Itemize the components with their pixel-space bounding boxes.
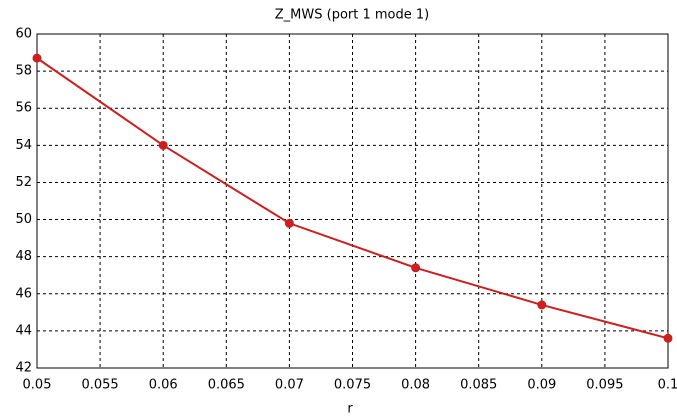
data-point [663,333,673,343]
y-tick-label: 60 [15,27,32,42]
x-tick-label: 0.055 [81,378,118,393]
x-tick-label: 0.07 [275,378,304,393]
x-axis-label: r [347,402,353,417]
x-tick-label: 0.05 [23,378,52,393]
data-point [411,263,421,273]
y-tick-label: 46 [15,286,32,301]
y-tick-label: 44 [15,323,32,338]
series-line [36,57,669,340]
x-tick-label: 0.095 [586,378,623,393]
y-tick-label: 42 [15,361,32,376]
chart-title: Z_MWS (port 1 mode 1) [275,8,429,23]
x-tick-label: 0.08 [401,378,430,393]
x-tick-label: 0.06 [149,378,178,393]
x-tick-label: 0.075 [334,378,371,393]
x-tick-label: 0.065 [208,378,245,393]
y-tick-label: 56 [15,101,32,116]
y-tick-label: 48 [15,249,32,264]
data-point [284,218,294,228]
y-tick-label: 54 [15,138,32,153]
x-tick-label: 0.085 [460,378,497,393]
y-tick-label: 58 [15,64,32,79]
data-point [158,140,168,150]
x-tick-label: 0.09 [527,378,556,393]
data-point [32,53,42,63]
y-tick-label: 52 [15,175,32,190]
y-tick-label: 50 [15,212,32,227]
x-tick-label: 0.1 [658,378,677,393]
data-point [537,300,547,310]
